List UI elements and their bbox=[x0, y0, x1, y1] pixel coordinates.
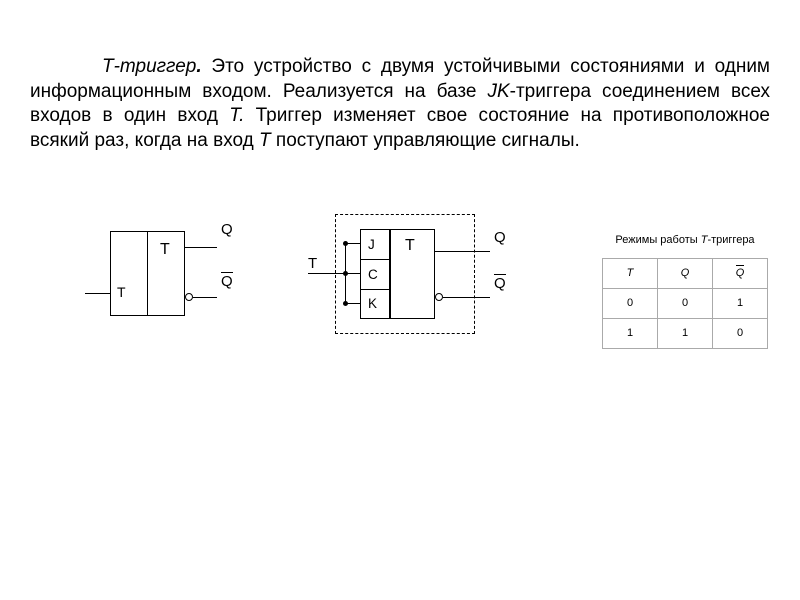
table-row: 1 1 0 bbox=[603, 318, 768, 348]
term-jk: JK bbox=[487, 81, 509, 102]
cell-j bbox=[360, 229, 390, 259]
inverter-bubble-icon bbox=[185, 293, 193, 301]
title-a: Режимы работы bbox=[615, 234, 700, 246]
table-title: Режимы работы Т-триггера bbox=[580, 234, 790, 246]
table-header-row: T Q Q bbox=[603, 258, 768, 288]
figures-row: T T Q Q J C K T T bbox=[30, 209, 770, 429]
output-q-label: Q bbox=[494, 229, 506, 246]
output-q-wire bbox=[185, 247, 217, 248]
block-t-label: T bbox=[160, 241, 170, 259]
inverter-bubble-icon bbox=[435, 293, 443, 301]
node-dot-icon bbox=[343, 301, 348, 306]
text-d: поступают управляющие сигналы. bbox=[271, 130, 580, 151]
label-t-block: T bbox=[405, 237, 415, 255]
term-t-trigger: Т-триггер bbox=[102, 56, 196, 77]
term-t2: Т. bbox=[229, 105, 244, 126]
label-j: J bbox=[368, 237, 375, 252]
node-dot-icon bbox=[343, 271, 348, 276]
cell: 1 bbox=[603, 318, 658, 348]
output-qbar-label: Q bbox=[494, 275, 506, 292]
cell: 1 bbox=[658, 318, 713, 348]
table-row: 0 0 1 bbox=[603, 288, 768, 318]
cell: 0 bbox=[658, 288, 713, 318]
output-qbar-wire bbox=[443, 297, 490, 298]
output-qbar-wire bbox=[193, 297, 217, 298]
term-t3: Т bbox=[259, 130, 271, 151]
output-q-label: Q bbox=[221, 221, 233, 238]
output-qbar-label: Q bbox=[221, 273, 233, 290]
jk-implementation-diagram: J C K T T Q Q bbox=[310, 209, 520, 344]
truth-table-block: Режимы работы Т-триггера T Q Q 0 0 1 1 1… bbox=[580, 234, 790, 349]
description-paragraph: Т-триггер. Это устройство с двумя устойч… bbox=[30, 55, 770, 154]
output-q-wire bbox=[435, 251, 490, 252]
node-dot-icon bbox=[343, 241, 348, 246]
cell: 1 bbox=[713, 288, 768, 318]
qbar-label: Q bbox=[736, 267, 745, 279]
jk-block-divider bbox=[390, 229, 391, 319]
label-k: K bbox=[368, 296, 377, 311]
input-wire bbox=[85, 293, 110, 294]
title-b: -триггера bbox=[707, 234, 754, 246]
cell: 0 bbox=[713, 318, 768, 348]
t-input-wire bbox=[308, 273, 335, 274]
label-c: C bbox=[368, 267, 378, 282]
t-input-label: T bbox=[308, 255, 317, 272]
slide: Т-триггер. Это устройство с двумя устойч… bbox=[0, 0, 800, 429]
col-qbar: Q bbox=[713, 258, 768, 288]
col-q: Q bbox=[658, 258, 713, 288]
t-trigger-symbol: T T Q Q bbox=[75, 219, 235, 339]
input-t-label: T bbox=[117, 284, 126, 300]
truth-table: T Q Q 0 0 1 1 1 0 bbox=[602, 258, 768, 349]
col-t: T bbox=[603, 258, 658, 288]
cell: 0 bbox=[603, 288, 658, 318]
block-divider bbox=[147, 231, 148, 316]
